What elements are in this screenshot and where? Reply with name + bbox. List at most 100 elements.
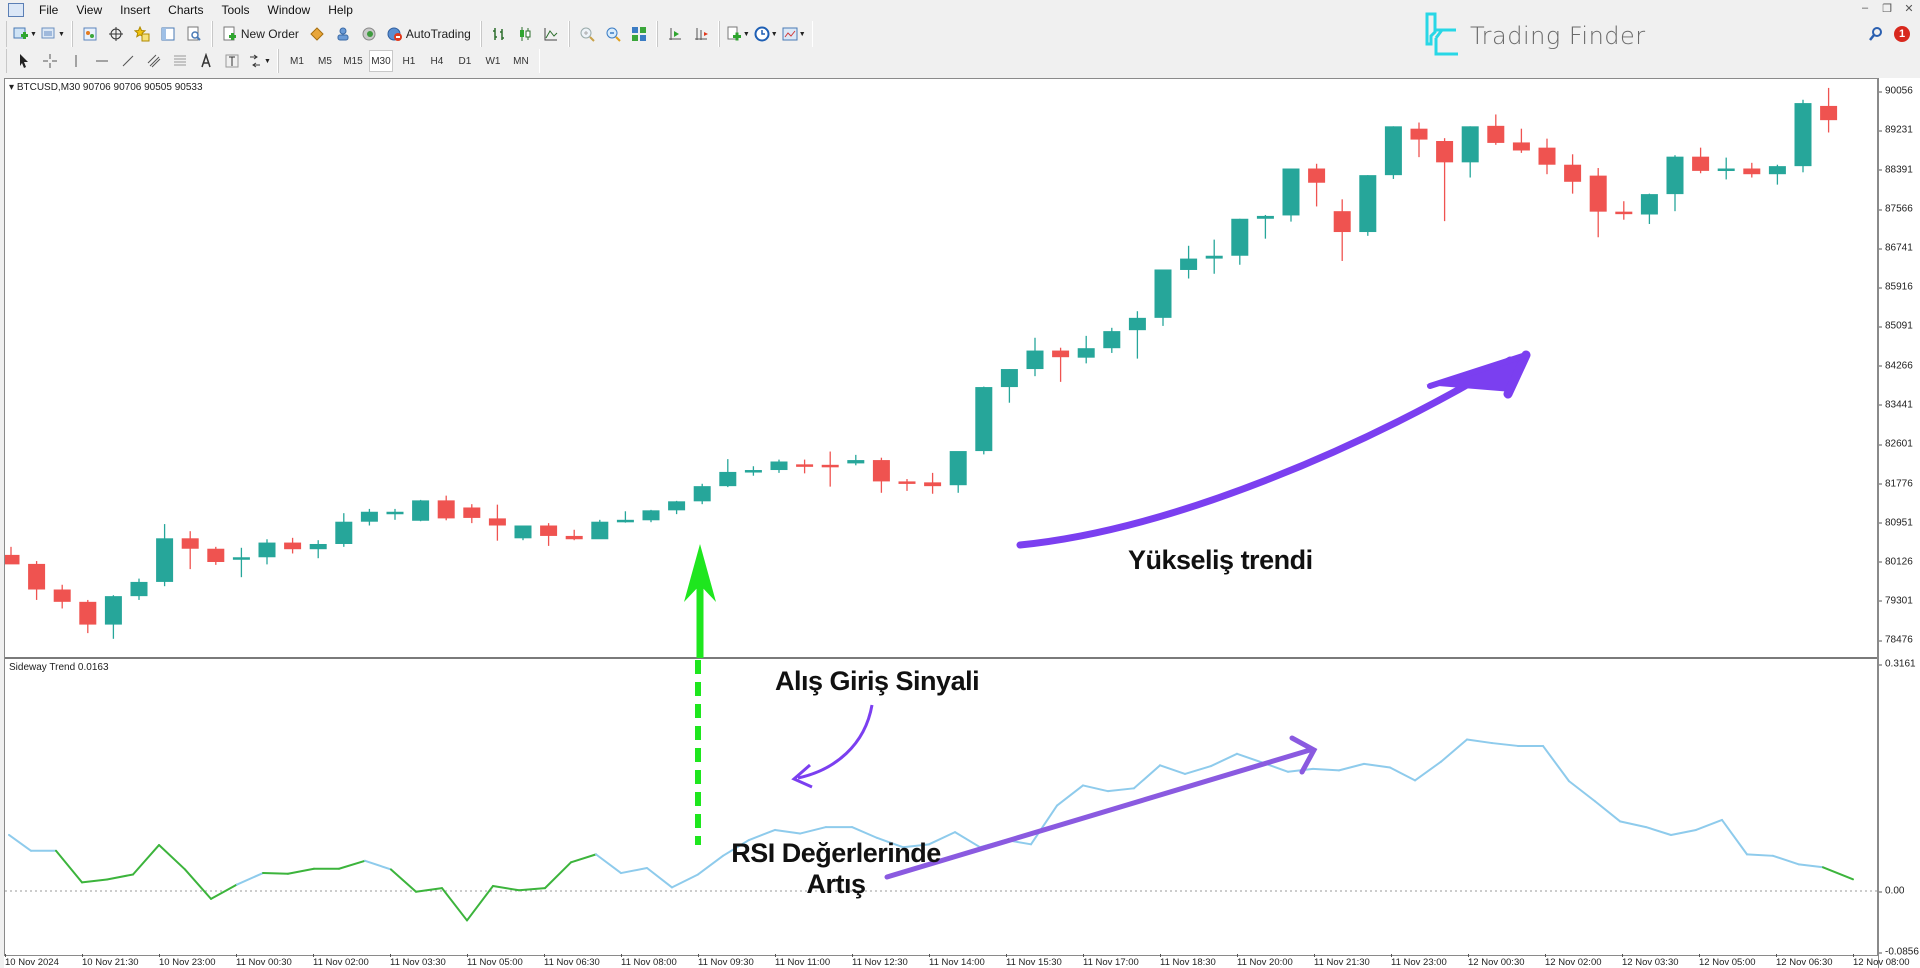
vertical-line-button[interactable]	[65, 50, 87, 72]
timeframe-mn[interactable]: MN	[513, 55, 529, 67]
profiles-button[interactable]: ▼	[41, 23, 65, 45]
collapse-triangle-icon[interactable]: ▾	[9, 82, 17, 93]
periods-button[interactable]: ▼	[754, 23, 778, 45]
zoom-out-button[interactable]	[602, 23, 624, 45]
zoom-in-button[interactable]	[576, 23, 598, 45]
trendline-button[interactable]	[117, 50, 139, 72]
search-icon[interactable]	[1868, 26, 1884, 42]
menu-window[interactable]: Window	[267, 3, 311, 17]
indicator-pane[interactable]: Sideway Trend 0.0163	[5, 657, 1877, 955]
time-tick: 11 Nov 09:30	[698, 954, 754, 968]
price-tick: 83441	[1879, 399, 1913, 410]
tile-windows-button[interactable]	[628, 23, 650, 45]
new-order-button[interactable]: New Order	[219, 23, 302, 45]
timeframe-h1[interactable]: H1	[402, 55, 416, 67]
navigator-button[interactable]	[131, 23, 153, 45]
toolbar-group-windows	[71, 21, 212, 47]
menu-help[interactable]: Help	[328, 3, 353, 17]
window-controls: – ❐ ✕	[1858, 2, 1916, 15]
brand-logo: Trading Finder	[1424, 12, 1646, 60]
menu-insert[interactable]: Insert	[120, 3, 151, 17]
fibonacci-button[interactable]	[169, 50, 191, 72]
auto-scroll-icon	[668, 28, 681, 40]
crosshair-icon	[43, 54, 57, 68]
horizontal-line-button[interactable]	[91, 50, 113, 72]
time-tick: 11 Nov 15:30	[1006, 954, 1062, 968]
strategy-tester-button[interactable]	[183, 23, 205, 45]
uptrend-label: Yükseliş trendi	[1128, 545, 1313, 575]
time-tick: 10 Nov 2024	[5, 954, 59, 968]
standard-toolbar: ▼ ▼ New Order AutoTrading	[0, 21, 1920, 47]
toolbar-group-chart	[480, 21, 569, 47]
metaeditor-icon	[310, 27, 324, 41]
autotrading-button[interactable]: AutoTrading	[384, 23, 474, 45]
timeframe-h4[interactable]: H4	[430, 55, 444, 67]
data-window-button[interactable]	[105, 23, 127, 45]
timeframe-group: M1 M5 M15 M30 H1 H4 D1 W1 MN	[277, 49, 540, 73]
time-tick: 11 Nov 03:30	[390, 954, 446, 968]
new-order-label: New Order	[240, 27, 299, 41]
auto-scroll-button[interactable]	[664, 23, 686, 45]
timeframe-m1[interactable]: M1	[289, 55, 304, 67]
restore-button[interactable]: ❐	[1882, 3, 1892, 15]
candlestick-button[interactable]	[514, 23, 536, 45]
cursor-arrow-icon	[20, 54, 28, 68]
menu-view[interactable]: View	[76, 3, 103, 17]
menu-tools[interactable]: Tools	[221, 3, 250, 17]
autotrading-icon	[387, 27, 402, 41]
chart-shift-icon	[694, 28, 708, 40]
notification-badge[interactable]: 1	[1894, 26, 1910, 42]
time-tick: 11 Nov 20:00	[1237, 954, 1293, 968]
indicator-tick: 0.00	[1879, 886, 1904, 897]
time-tick: 12 Nov 03:30	[1622, 954, 1679, 968]
time-tick: 10 Nov 23:00	[159, 954, 216, 968]
templates-button[interactable]: ▼	[782, 23, 806, 45]
time-tick: 11 Nov 23:00	[1391, 954, 1447, 968]
market-watch-button[interactable]	[79, 23, 101, 45]
price-pane[interactable]: ▾ BTCUSD,M30 90706 90706 90505 90533	[5, 79, 1877, 655]
text-button[interactable]	[195, 50, 217, 72]
crosshair-button[interactable]	[39, 50, 61, 72]
time-tick: 11 Nov 14:00	[929, 954, 985, 968]
price-tick: 84266	[1879, 360, 1913, 371]
time-tick: 11 Nov 21:30	[1314, 954, 1370, 968]
metaeditor-button[interactable]	[306, 23, 328, 45]
menu-file[interactable]: File	[39, 3, 59, 17]
close-button[interactable]: ✕	[1904, 3, 1914, 15]
toolbar-group-scroll	[656, 21, 719, 47]
candlestick-series	[5, 87, 1838, 639]
new-chart-button[interactable]: ▼	[13, 23, 37, 45]
text-label-button[interactable]	[221, 50, 243, 72]
market-button[interactable]	[358, 23, 380, 45]
timeframe-m15[interactable]: M15	[343, 55, 363, 67]
line-chart-icon	[544, 28, 558, 41]
arrows-button[interactable]: ▼	[247, 50, 271, 72]
equidistant-channel-button[interactable]	[143, 50, 165, 72]
chart-window[interactable]: ▾ BTCUSD,M30 90706 90706 90505 90533 Sid…	[4, 78, 1878, 956]
trendline-icon	[122, 55, 134, 67]
new-chart-icon	[13, 27, 28, 39]
timeframe-d1[interactable]: D1	[458, 55, 472, 67]
line-chart-button[interactable]	[540, 23, 562, 45]
price-tick: 78476	[1879, 635, 1913, 646]
cursor-button[interactable]	[13, 50, 35, 72]
signals-button[interactable]	[332, 23, 354, 45]
bar-chart-button[interactable]	[488, 23, 510, 45]
globe-icon	[362, 27, 376, 41]
rsi-increase-label-line1: RSI Değerlerinde	[731, 838, 941, 868]
time-tick: 11 Nov 18:30	[1160, 954, 1216, 968]
time-tick: 11 Nov 11:00	[775, 954, 831, 968]
time-tick: 11 Nov 12:30	[852, 954, 908, 968]
app-icon	[8, 3, 24, 17]
timeframe-m5[interactable]: M5	[317, 55, 332, 67]
indicators-button[interactable]: ▼	[726, 23, 750, 45]
terminal-button[interactable]	[157, 23, 179, 45]
minimize-button[interactable]: –	[1861, 2, 1869, 14]
chart-shift-button[interactable]	[690, 23, 712, 45]
timeframe-m30[interactable]: M30	[368, 50, 393, 72]
timeframe-w1[interactable]: W1	[485, 55, 501, 67]
time-tick: 12 Nov 06:30	[1776, 954, 1833, 968]
time-axis: 10 Nov 2024 10 Nov 21:30 10 Nov 23:00 11 No…	[4, 954, 1910, 968]
menu-charts[interactable]: Charts	[168, 3, 204, 17]
menu-bar: File View Insert Charts Tools Window Hel…	[0, 0, 1920, 20]
